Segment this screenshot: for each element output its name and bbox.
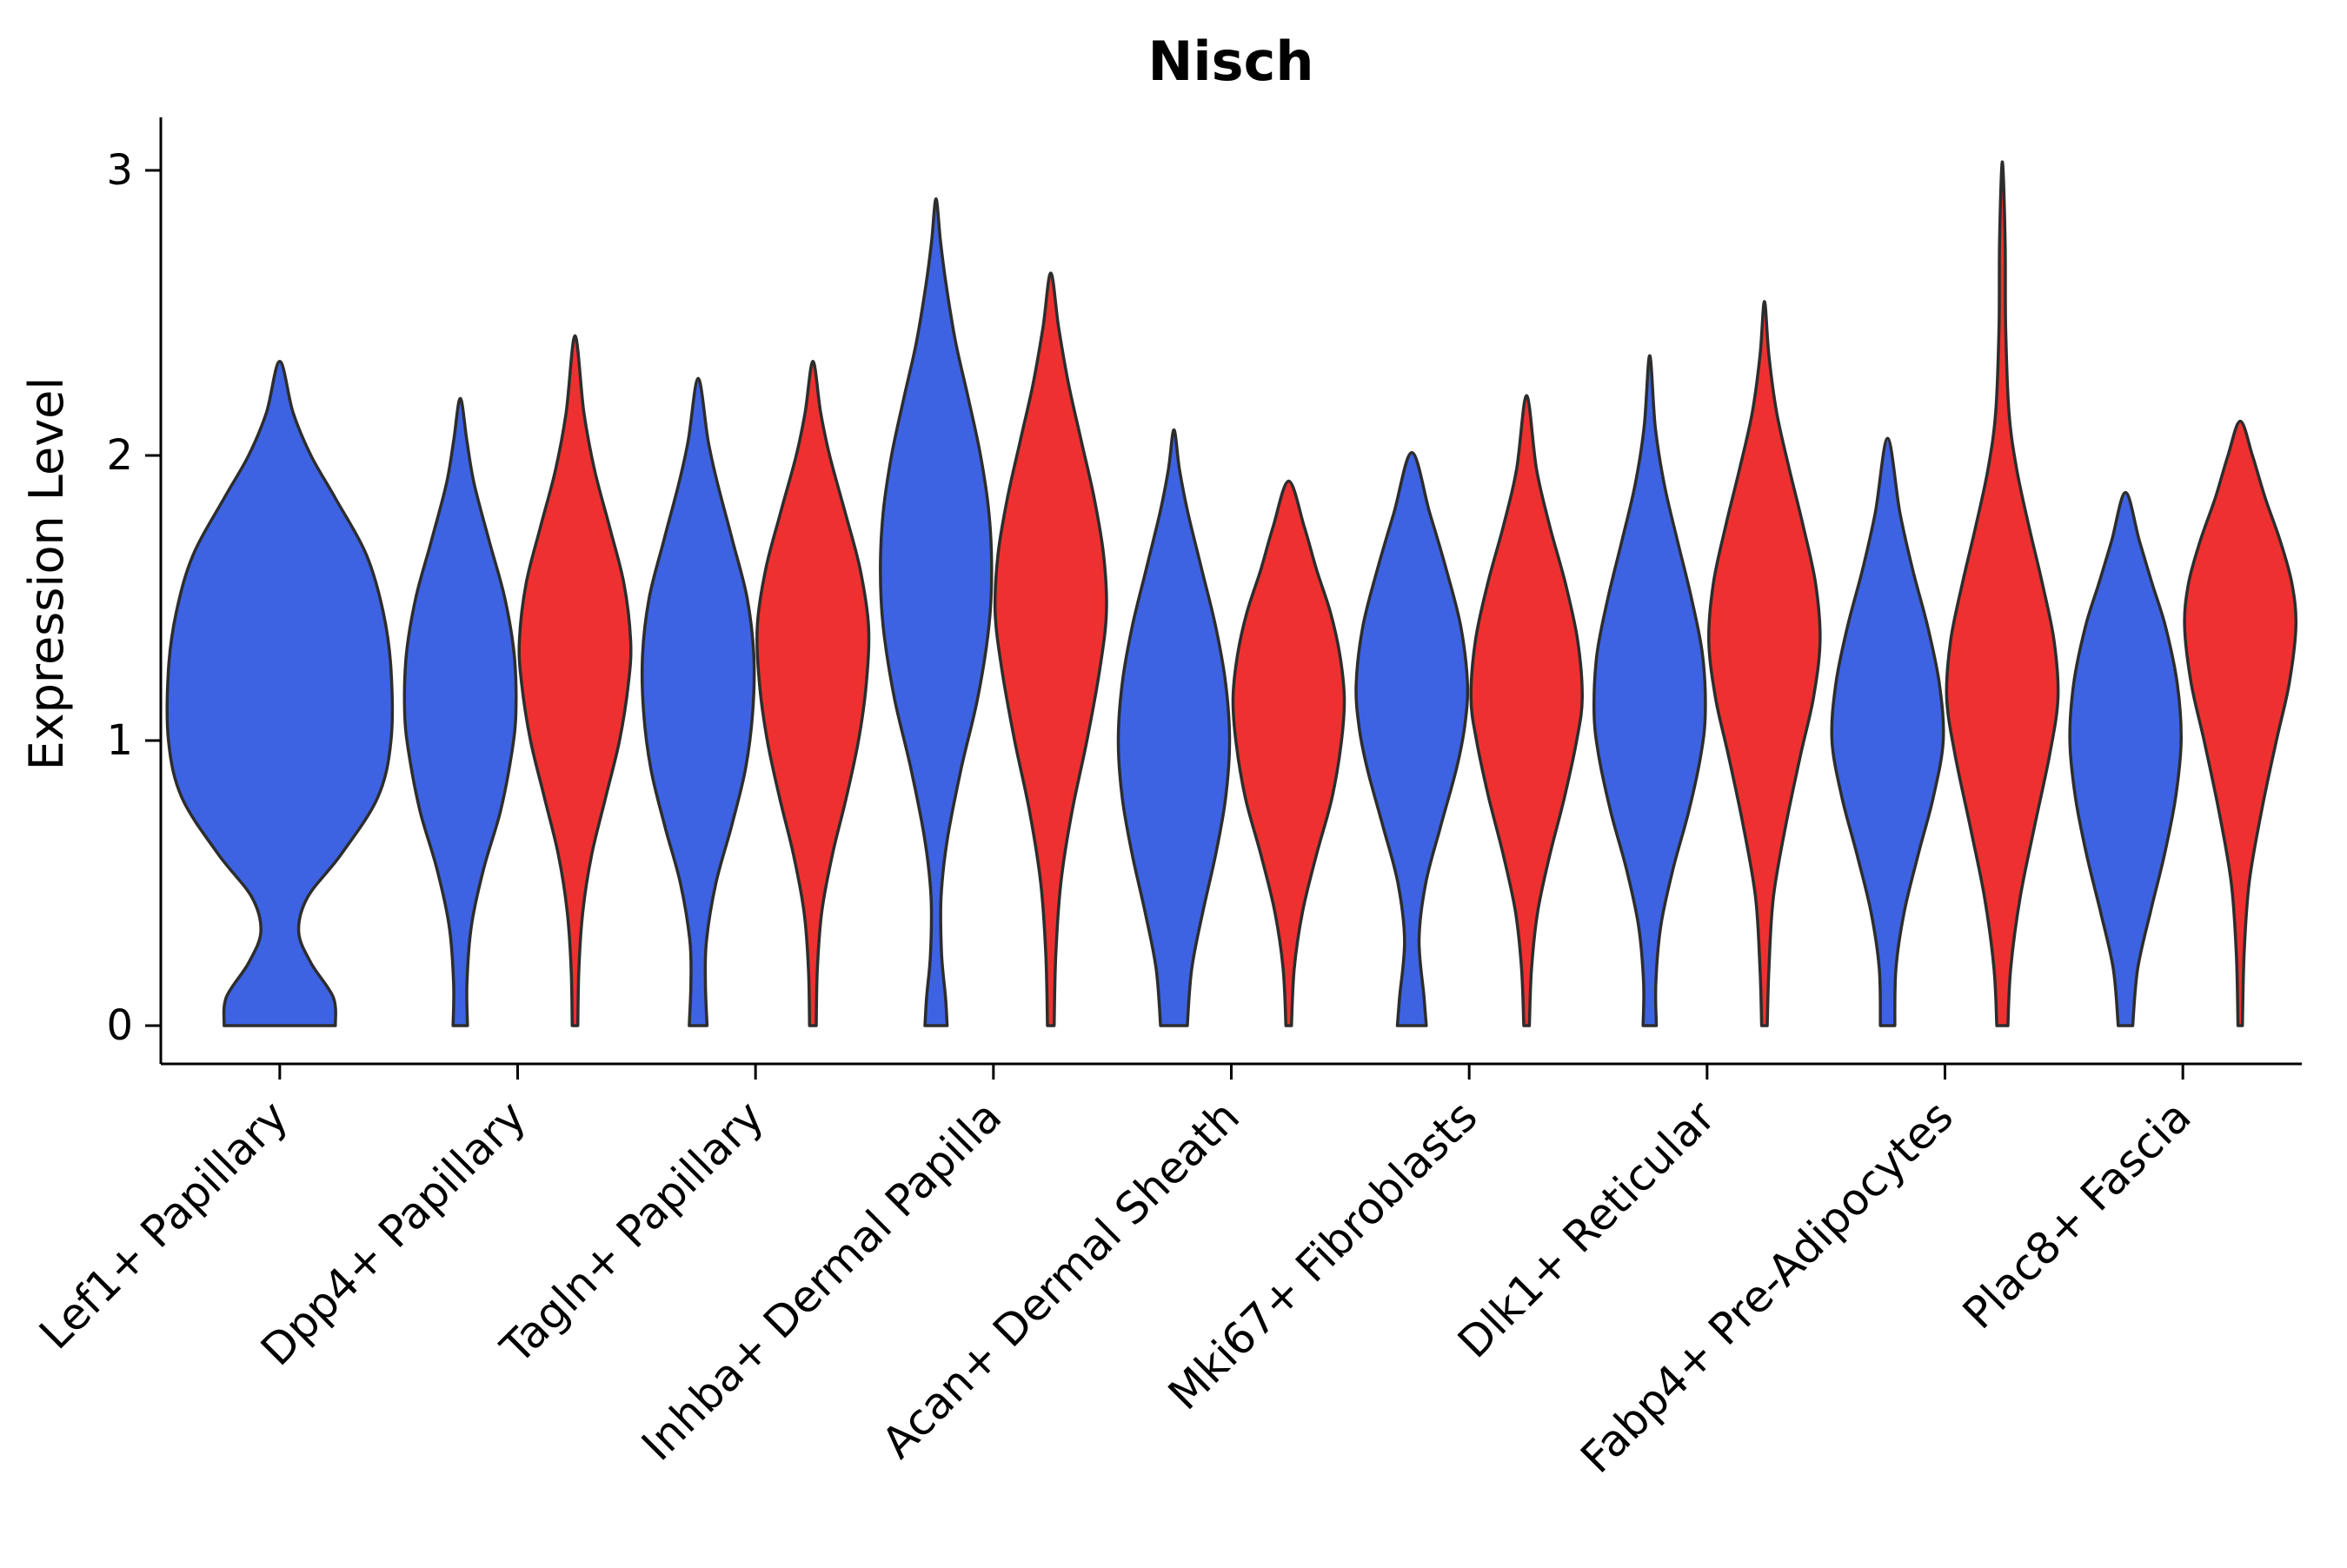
violin-dlk1-reticular-blue xyxy=(1592,354,1707,1027)
y-axis-label: Expression Level xyxy=(19,377,74,771)
violin-fabp4-pre-adipocytes-red xyxy=(1945,160,2060,1027)
violin-inhba-dermal-papilla-red xyxy=(993,271,1108,1027)
violin-lef1-papillary-blue xyxy=(165,360,395,1027)
x-tick-label: Lef1+ Papillary xyxy=(30,1091,297,1359)
x-tick-label: Plac8+ Fascia xyxy=(1953,1091,2201,1339)
x-tick-label: Dlk1+ Reticular xyxy=(1448,1091,1725,1367)
violin-plac8-fascia-blue xyxy=(2068,490,2183,1027)
y-tick-label: 2 xyxy=(106,431,133,480)
violin-acan-dermal-sheath-blue xyxy=(1116,428,1232,1027)
y-tick-label: 1 xyxy=(106,716,133,765)
x-tick-label: Tagln+ Papillary xyxy=(491,1091,774,1373)
violin-dpp4-papillary-red xyxy=(517,334,633,1027)
x-tick-label: Dpp4+ Papillary xyxy=(251,1091,535,1375)
y-tick-label: 3 xyxy=(106,146,133,195)
violin-dpp4-papillary-blue xyxy=(402,396,518,1027)
axes-group xyxy=(145,117,2302,1080)
violin-inhba-dermal-papilla-blue xyxy=(879,197,994,1027)
violin-dlk1-reticular-red xyxy=(1707,300,1822,1027)
violin-acan-dermal-sheath-red xyxy=(1231,479,1346,1027)
violin-tagln-papillary-red xyxy=(755,360,871,1027)
violin-mki67-fibroblasts-red xyxy=(1469,394,1584,1027)
chart-title: Nisch xyxy=(1148,30,1314,93)
violin-plac8-fascia-red xyxy=(2183,419,2298,1027)
violin-tagln-papillary-blue xyxy=(640,376,756,1027)
violin-mki67-fibroblasts-blue xyxy=(1354,450,1470,1027)
violins-group xyxy=(165,160,2298,1027)
violin-fabp4-pre-adipocytes-blue xyxy=(1830,436,1945,1027)
y-tick-label: 0 xyxy=(106,1001,133,1050)
